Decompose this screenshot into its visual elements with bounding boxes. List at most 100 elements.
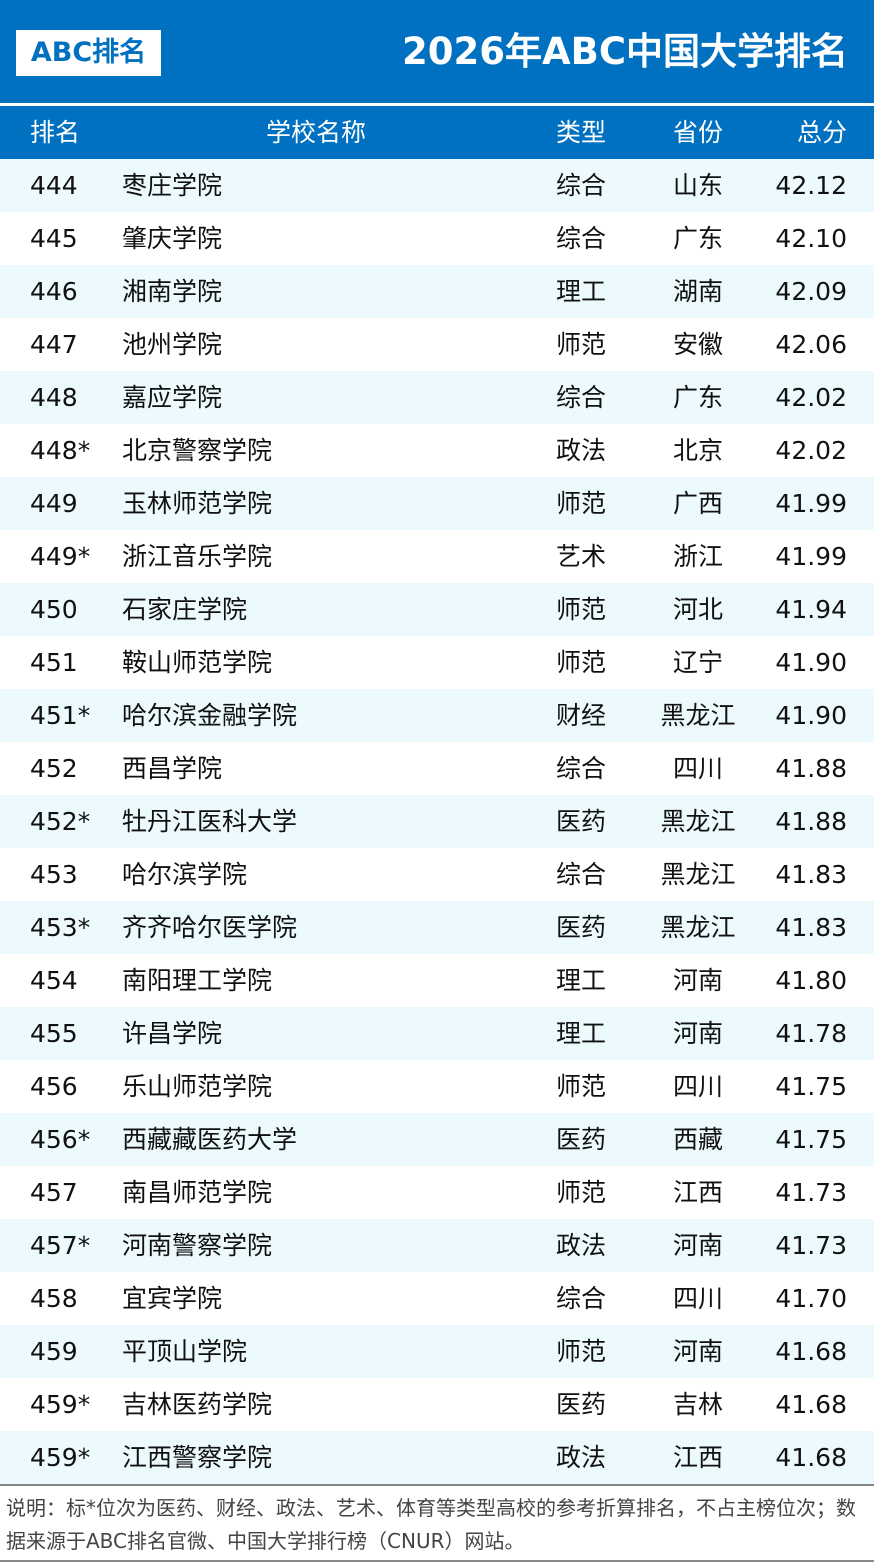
footnote: 说明：标*位次为医药、财经、政法、艺术、体育等类型高校的参考折算排名，不占主榜位… [6,1496,856,1553]
school-name-cell: 河南警察学院 [122,1231,273,1260]
score-cell: 41.99 [775,542,847,571]
score-cell: 41.75 [775,1072,847,1101]
school-name-cell: 玉林师范学院 [122,489,273,518]
page-title: 2026年ABC中国大学排名 [402,30,848,73]
score-cell: 41.75 [775,1125,847,1154]
type-cell: 综合 [555,754,606,783]
type-cell: 艺术 [555,542,606,571]
score-cell: 41.70 [775,1284,847,1313]
table-row: 456* 西藏藏医药大学 医药 西藏 41.75 [0,1113,874,1166]
school-name-cell: 湘南学院 [122,277,223,306]
rank-cell: 459* [30,1390,91,1419]
score-cell: 42.12 [775,171,847,200]
rank-cell: 452 [30,754,78,783]
type-cell: 理工 [555,1019,606,1048]
column-header-name: 学校名称 [266,118,367,147]
type-cell: 师范 [555,330,606,359]
logo: ABC排名 [16,30,161,76]
province-cell: 河南 [672,1019,723,1048]
rank-cell: 451 [30,648,78,677]
score-cell: 41.94 [775,595,847,624]
rank-cell: 448 [30,383,78,412]
school-name-cell: 西藏藏医药大学 [122,1125,298,1154]
table-row: 452* 牡丹江医科大学 医药 黑龙江 41.88 [0,795,874,848]
table-row: 449 玉林师范学院 师范 广西 41.99 [0,477,874,530]
type-cell: 师范 [555,648,606,677]
school-name-cell: 牡丹江医科大学 [122,807,298,836]
score-cell: 41.78 [775,1019,847,1048]
school-name-cell: 石家庄学院 [122,595,248,624]
type-cell: 政法 [555,436,606,465]
score-cell: 41.88 [775,754,847,783]
table-row: 447 池州学院 师范 安徽 42.06 [0,318,874,371]
province-cell: 黑龙江 [660,807,736,836]
rank-cell: 457 [30,1178,78,1207]
type-cell: 理工 [555,277,606,306]
score-cell: 41.80 [775,966,847,995]
school-name-cell: 平顶山学院 [122,1337,248,1366]
rank-cell: 449* [30,542,91,571]
type-cell: 综合 [555,1284,606,1313]
table-row: 459* 江西警察学院 政法 江西 41.68 [0,1431,874,1484]
table-row: 450 石家庄学院 师范 河北 41.94 [0,583,874,636]
type-cell: 医药 [555,1390,606,1419]
score-cell: 41.83 [775,860,847,889]
score-cell: 41.73 [775,1178,847,1207]
type-cell: 政法 [555,1443,606,1472]
type-cell: 师范 [555,1178,606,1207]
score-cell: 41.90 [775,648,847,677]
school-name-cell: 鞍山师范学院 [122,648,273,677]
province-cell: 广东 [672,383,723,412]
rank-cell: 456 [30,1072,78,1101]
school-name-cell: 南阳理工学院 [122,966,273,995]
province-cell: 广西 [672,489,723,518]
province-cell: 河南 [672,966,723,995]
score-cell: 42.06 [775,330,847,359]
type-cell: 师范 [555,489,606,518]
score-cell: 42.10 [775,224,847,253]
school-name-cell: 齐齐哈尔医学院 [122,913,298,942]
table-row: 453* 齐齐哈尔医学院 医药 黑龙江 41.83 [0,901,874,954]
score-cell: 41.88 [775,807,847,836]
type-cell: 医药 [555,807,606,836]
rank-cell: 454 [30,966,78,995]
table-row: 453 哈尔滨学院 综合 黑龙江 41.83 [0,848,874,901]
rank-cell: 447 [30,330,78,359]
school-name-cell: 枣庄学院 [122,171,223,200]
rank-cell: 453* [30,913,91,942]
score-cell: 41.68 [775,1443,847,1472]
score-cell: 41.68 [775,1390,847,1419]
table-row: 455 许昌学院 理工 河南 41.78 [0,1007,874,1060]
school-name-cell: 北京警察学院 [122,436,273,465]
rank-cell: 453 [30,860,78,889]
school-name-cell: 浙江音乐学院 [122,542,273,571]
table-row: 458 宜宾学院 综合 四川 41.70 [0,1272,874,1325]
school-name-cell: 吉林医药学院 [122,1390,273,1419]
score-cell: 41.90 [775,701,847,730]
table-row: 457 南昌师范学院 师范 江西 41.73 [0,1166,874,1219]
type-cell: 综合 [555,224,606,253]
province-cell: 四川 [672,754,723,783]
score-cell: 42.02 [775,436,847,465]
province-cell: 黑龙江 [660,913,736,942]
score-cell: 41.68 [775,1337,847,1366]
table-row: 459* 吉林医药学院 医药 吉林 41.68 [0,1378,874,1431]
school-name-cell: 乐山师范学院 [122,1072,273,1101]
province-cell: 黑龙江 [660,701,736,730]
type-cell: 医药 [555,913,606,942]
province-cell: 湖南 [672,277,723,306]
province-cell: 北京 [672,436,723,465]
rank-cell: 459 [30,1337,78,1366]
type-cell: 师范 [555,595,606,624]
rank-cell: 444 [30,171,78,200]
table-row: 445 肇庆学院 综合 广东 42.10 [0,212,874,265]
table-row: 449* 浙江音乐学院 艺术 浙江 41.99 [0,530,874,583]
province-cell: 黑龙江 [660,860,736,889]
rank-cell: 452* [30,807,91,836]
table-row: 456 乐山师范学院 师范 四川 41.75 [0,1060,874,1113]
type-cell: 理工 [555,966,606,995]
province-cell: 浙江 [672,542,723,571]
rank-cell: 449 [30,489,78,518]
rank-cell: 448* [30,436,91,465]
table-row: 452 西昌学院 综合 四川 41.88 [0,742,874,795]
